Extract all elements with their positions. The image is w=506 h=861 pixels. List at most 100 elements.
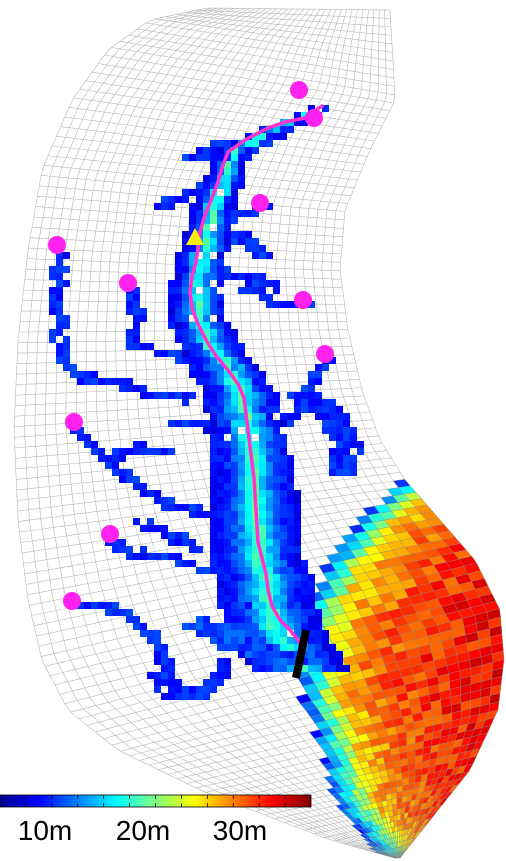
bay-cell bbox=[231, 336, 238, 343]
tributary-cell bbox=[175, 357, 182, 364]
bay-branch-cell bbox=[224, 273, 231, 280]
tributary-cell bbox=[175, 693, 182, 700]
bay-cell bbox=[252, 392, 259, 399]
bay-cell bbox=[266, 567, 273, 574]
bay-cell bbox=[224, 196, 231, 203]
bay-branch-cell bbox=[329, 406, 336, 413]
estuary-water bbox=[49, 105, 364, 700]
bay-cell bbox=[259, 378, 266, 385]
tributary-cell bbox=[140, 546, 147, 553]
bay-cell bbox=[259, 413, 266, 420]
bay-cell bbox=[238, 539, 245, 546]
bay-cell bbox=[280, 434, 287, 441]
tributary-cell bbox=[161, 350, 168, 357]
bay-cell bbox=[231, 371, 238, 378]
bay-cell bbox=[231, 196, 238, 203]
tributary-cell bbox=[168, 686, 175, 693]
bay-cell bbox=[210, 623, 217, 630]
tributary-cell bbox=[329, 357, 336, 364]
bay-cell bbox=[217, 273, 224, 280]
bay-cell bbox=[189, 217, 196, 224]
bay-branch-cell bbox=[224, 140, 231, 147]
bay-cell bbox=[287, 511, 294, 518]
bay-cell bbox=[203, 259, 210, 266]
bay-branch-cell bbox=[259, 252, 266, 259]
tributary-cell bbox=[49, 287, 56, 294]
bay-cell bbox=[245, 623, 252, 630]
tributary-cell bbox=[308, 371, 315, 378]
bay-cell bbox=[217, 567, 224, 574]
bay-cell bbox=[189, 336, 196, 343]
bay-cell bbox=[210, 175, 217, 182]
tributary-cell bbox=[91, 602, 98, 609]
bay-branch-cell bbox=[252, 245, 259, 252]
bay-cell bbox=[175, 322, 182, 329]
tributary-cell bbox=[154, 630, 161, 637]
tributary-cell bbox=[182, 686, 189, 693]
tributary-cell bbox=[203, 686, 210, 693]
bay-cell bbox=[294, 567, 301, 574]
tributary-cell bbox=[140, 483, 147, 490]
bay-cell bbox=[252, 651, 259, 658]
bay-cell bbox=[182, 322, 189, 329]
bay-cell bbox=[238, 420, 245, 427]
bay-branch-cell bbox=[266, 252, 273, 259]
bay-cell bbox=[280, 644, 287, 651]
station-marker bbox=[101, 525, 119, 543]
bay-cell bbox=[273, 462, 280, 469]
tributary-cell bbox=[154, 448, 161, 455]
tributary-cell bbox=[63, 315, 70, 322]
bay-cell bbox=[252, 644, 259, 651]
tributary-cell bbox=[140, 385, 147, 392]
bay-cell bbox=[231, 147, 238, 154]
bay-cell bbox=[224, 574, 231, 581]
bay-cell bbox=[217, 350, 224, 357]
bay-cell bbox=[189, 287, 196, 294]
tributary-cell bbox=[161, 196, 168, 203]
bay-cell bbox=[273, 427, 280, 434]
bay-cell bbox=[196, 196, 203, 203]
tributary-cell bbox=[84, 441, 91, 448]
bay-cell bbox=[203, 616, 210, 623]
bay-cell bbox=[287, 609, 294, 616]
bay-cell bbox=[273, 658, 280, 665]
bay-branch-cell bbox=[217, 140, 224, 147]
tributary-cell bbox=[231, 210, 238, 217]
bay-cell bbox=[238, 567, 245, 574]
bay-cell bbox=[273, 476, 280, 483]
bay-cell bbox=[266, 616, 273, 623]
bay-cell bbox=[252, 546, 259, 553]
tributary-cell bbox=[112, 455, 119, 462]
bay-cell bbox=[259, 518, 266, 525]
bay-cell bbox=[238, 161, 245, 168]
bay-cell bbox=[210, 518, 217, 525]
bay-cell bbox=[266, 399, 273, 406]
bay-cell bbox=[175, 266, 182, 273]
bay-cell bbox=[280, 504, 287, 511]
bay-cell bbox=[224, 595, 231, 602]
tributary-cell bbox=[63, 266, 70, 273]
bay-cell bbox=[224, 623, 231, 630]
bay-branch-cell bbox=[252, 280, 259, 287]
bay-cell bbox=[259, 525, 266, 532]
bay-cell bbox=[280, 511, 287, 518]
bay-branch-cell bbox=[189, 154, 196, 161]
tributary-cell bbox=[182, 504, 189, 511]
bay-cell bbox=[203, 245, 210, 252]
bay-cell bbox=[203, 217, 210, 224]
bay-cell bbox=[182, 287, 189, 294]
bay-cell bbox=[273, 637, 280, 644]
tributary-cell bbox=[119, 476, 126, 483]
bay-cell bbox=[245, 637, 252, 644]
bay-cell bbox=[210, 539, 217, 546]
ocean-cell bbox=[396, 813, 402, 821]
bay-cell bbox=[210, 273, 217, 280]
bay-cell bbox=[294, 504, 301, 511]
bay-cell bbox=[287, 504, 294, 511]
bay-cell bbox=[315, 644, 322, 651]
tributary-cell bbox=[119, 385, 126, 392]
bay-cell bbox=[252, 553, 259, 560]
bay-cell bbox=[217, 301, 224, 308]
bay-cell bbox=[259, 504, 266, 511]
bay-cell bbox=[252, 462, 259, 469]
